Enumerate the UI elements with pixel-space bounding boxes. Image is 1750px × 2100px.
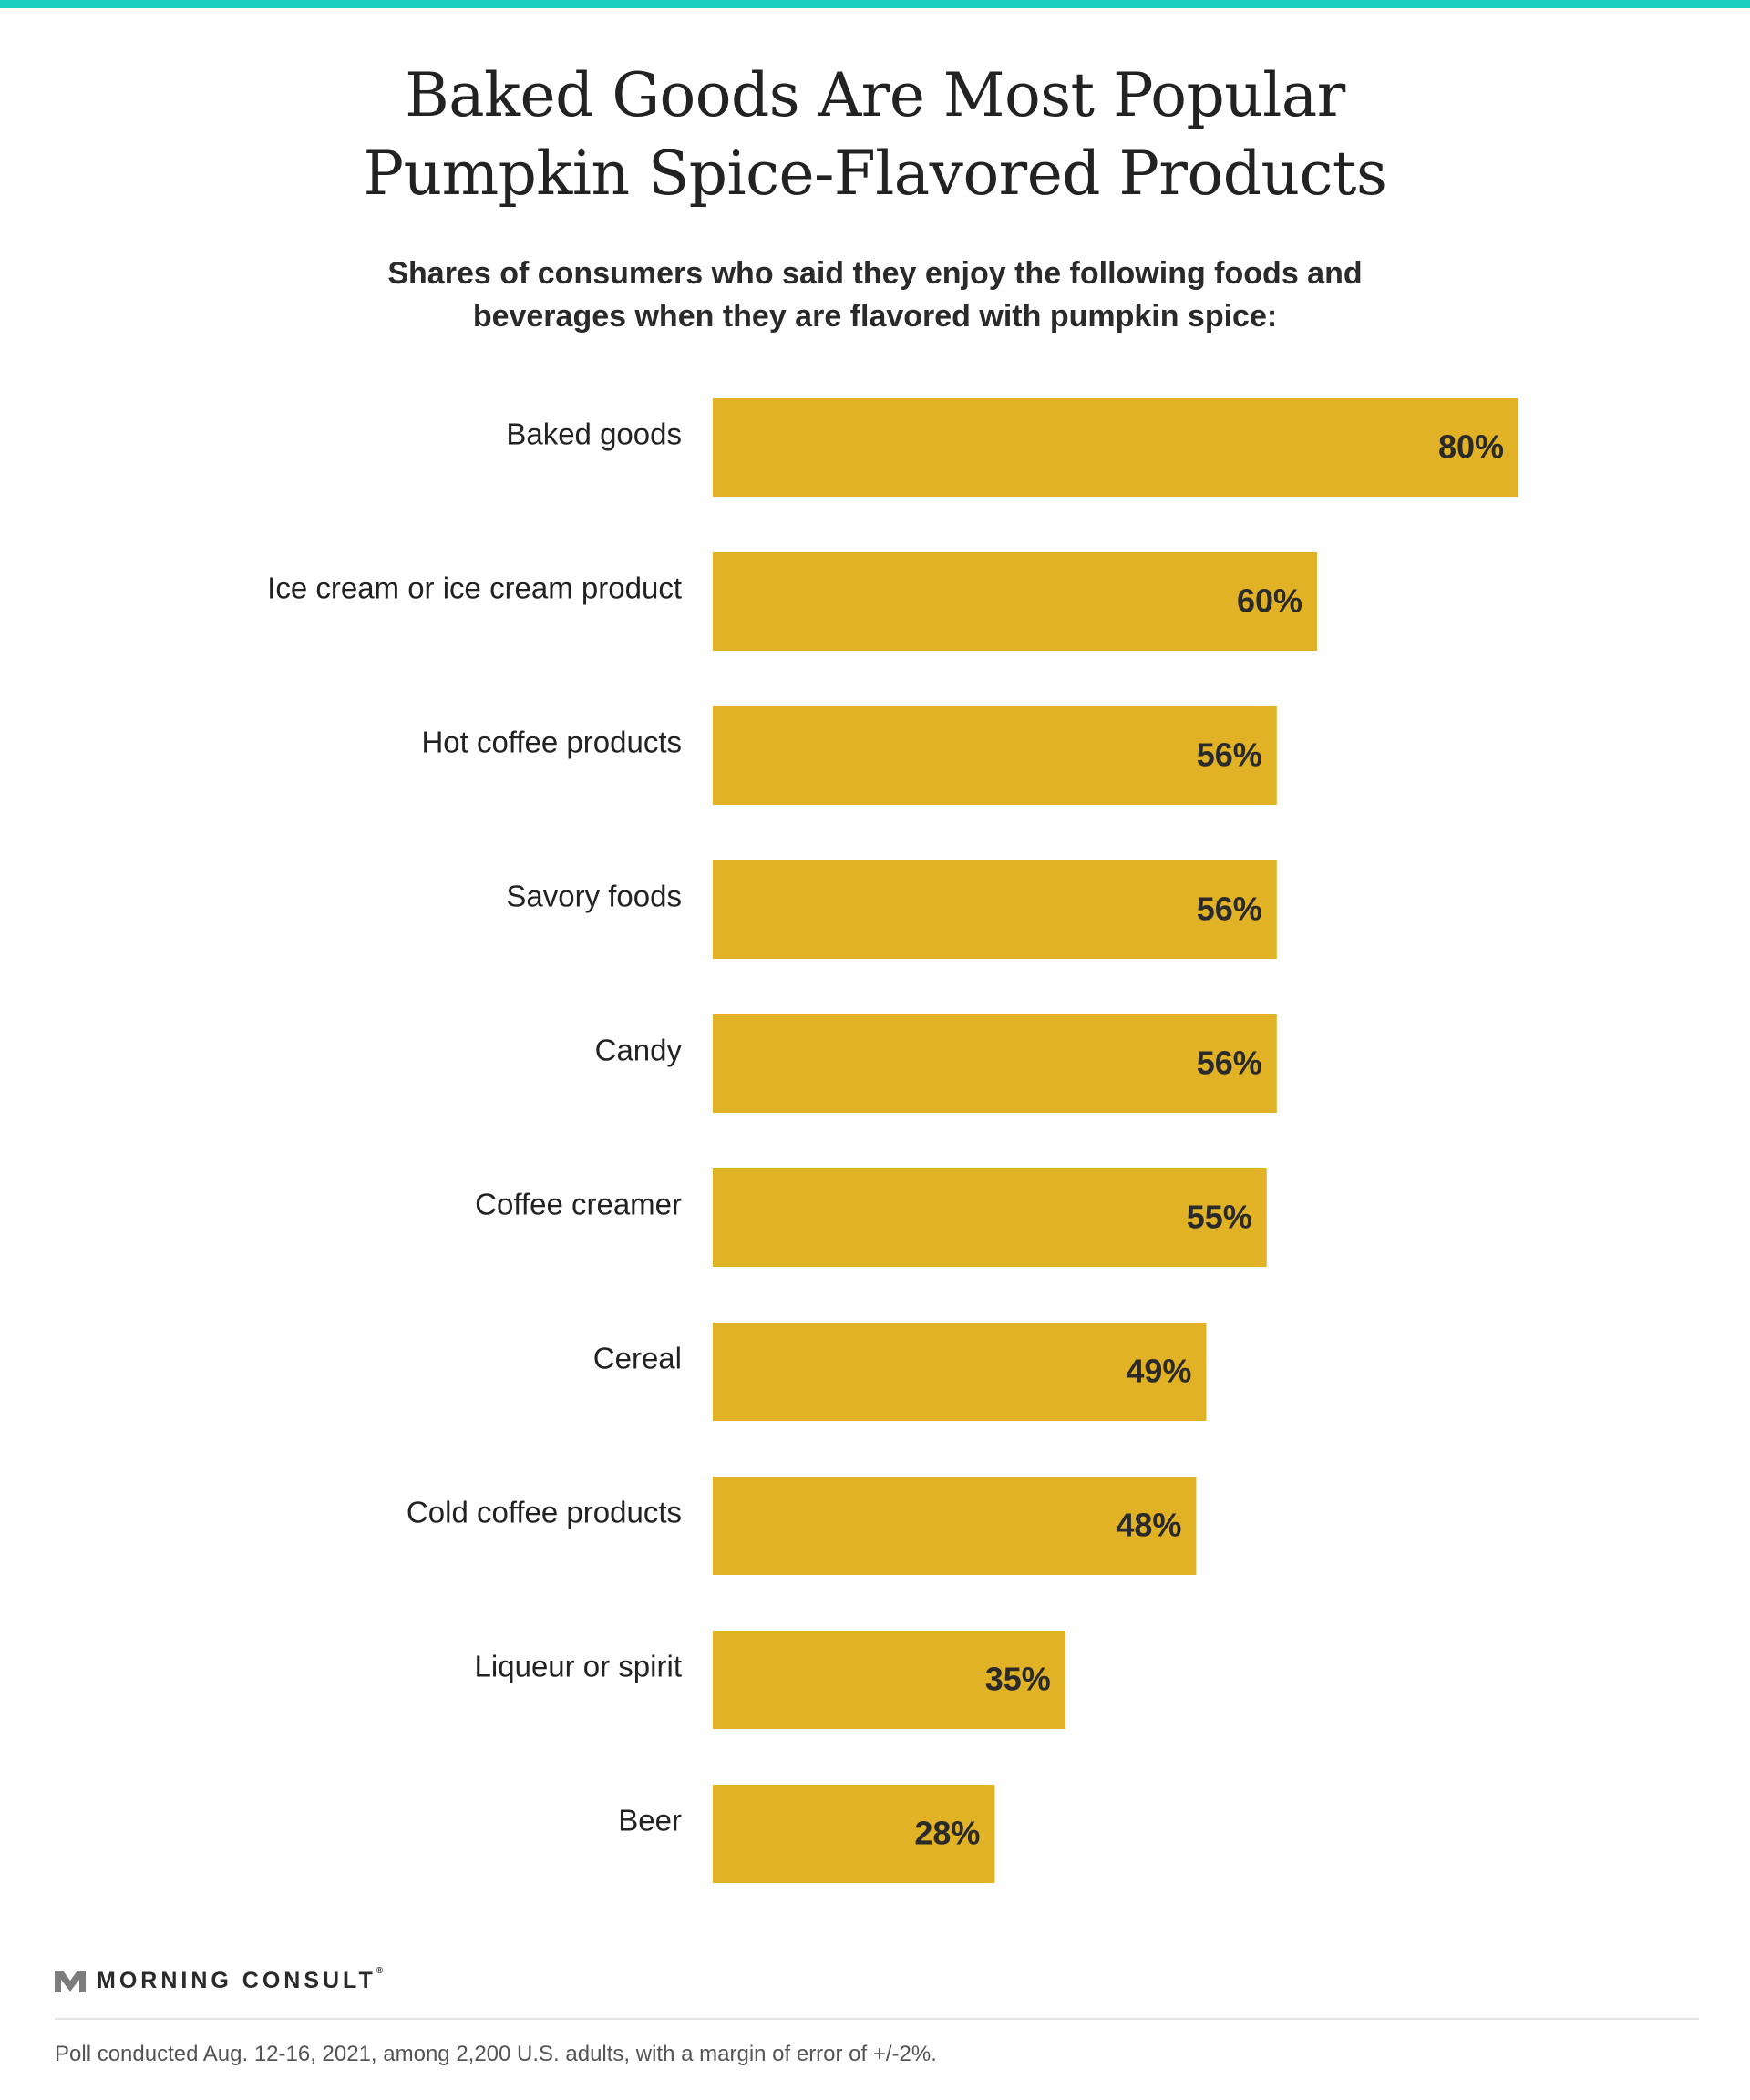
- bar-liqueur-or-spirit: [713, 1631, 1065, 1729]
- value-label-coffee-creamer: 55%: [1187, 1199, 1252, 1236]
- morning-consult-m-icon: [55, 1971, 86, 1992]
- category-label-liqueur-or-spirit: Liqueur or spirit: [475, 1650, 682, 1683]
- chart-subtitle: Shares of consumers who said they enjoy …: [0, 252, 1750, 338]
- footer-divider: [55, 2018, 1699, 2020]
- value-label-baked-goods: 80%: [1438, 428, 1504, 466]
- chart-subtitle-line-1: Shares of consumers who said they enjoy …: [387, 256, 1363, 291]
- source-note: Poll conducted Aug. 12-16, 2021, among 2…: [55, 2042, 937, 2066]
- chart-title: Baked Goods Are Most Popular Pumpkin Spi…: [0, 57, 1750, 213]
- category-label-beer: Beer: [618, 1804, 682, 1838]
- chart-subtitle-line-2: beverages when they are flavored with pu…: [472, 299, 1278, 334]
- registered-mark: ®: [376, 1965, 384, 1976]
- category-label-ice-cream-or-ice-cream-product: Ice cream or ice cream product: [267, 571, 682, 605]
- category-label-coffee-creamer: Coffee creamer: [475, 1188, 682, 1221]
- chart-title-line-1: Baked Goods Are Most Popular: [405, 60, 1345, 130]
- brand-logo: MORNING CONSULT®: [55, 1965, 383, 1996]
- bar-cereal: [713, 1323, 1207, 1421]
- top-accent-bar: [0, 0, 1750, 8]
- bar-savory-foods: [713, 860, 1277, 959]
- value-label-liqueur-or-spirit: 35%: [985, 1661, 1051, 1698]
- bar-ice-cream-or-ice-cream-product: [713, 552, 1317, 651]
- value-label-savory-foods: 56%: [1197, 890, 1262, 928]
- brand-name: MORNING CONSULT®: [97, 1965, 384, 1993]
- category-label-hot-coffee-products: Hot coffee products: [421, 726, 682, 759]
- value-label-ice-cream-or-ice-cream-product: 60%: [1237, 582, 1302, 620]
- chart-title-line-2: Pumpkin Spice-Flavored Products: [363, 139, 1387, 209]
- category-label-baked-goods: Baked goods: [506, 417, 682, 451]
- bar-candy: [713, 1014, 1277, 1113]
- value-label-cold-coffee-products: 48%: [1116, 1507, 1181, 1544]
- category-label-candy: Candy: [595, 1034, 683, 1067]
- category-label-savory-foods: Savory foods: [506, 880, 682, 913]
- category-label-cold-coffee-products: Cold coffee products: [407, 1496, 682, 1529]
- bar-hot-coffee-products: [713, 706, 1277, 805]
- value-label-hot-coffee-products: 56%: [1197, 736, 1262, 774]
- bar-cold-coffee-products: [713, 1477, 1197, 1575]
- category-label-cereal: Cereal: [593, 1342, 682, 1375]
- value-label-candy: 56%: [1197, 1045, 1262, 1082]
- bar-baked-goods: [713, 398, 1518, 497]
- value-label-beer: 28%: [914, 1815, 980, 1852]
- bar-beer: [713, 1785, 995, 1883]
- bar-coffee-creamer: [713, 1168, 1267, 1267]
- value-label-cereal: 49%: [1126, 1353, 1191, 1390]
